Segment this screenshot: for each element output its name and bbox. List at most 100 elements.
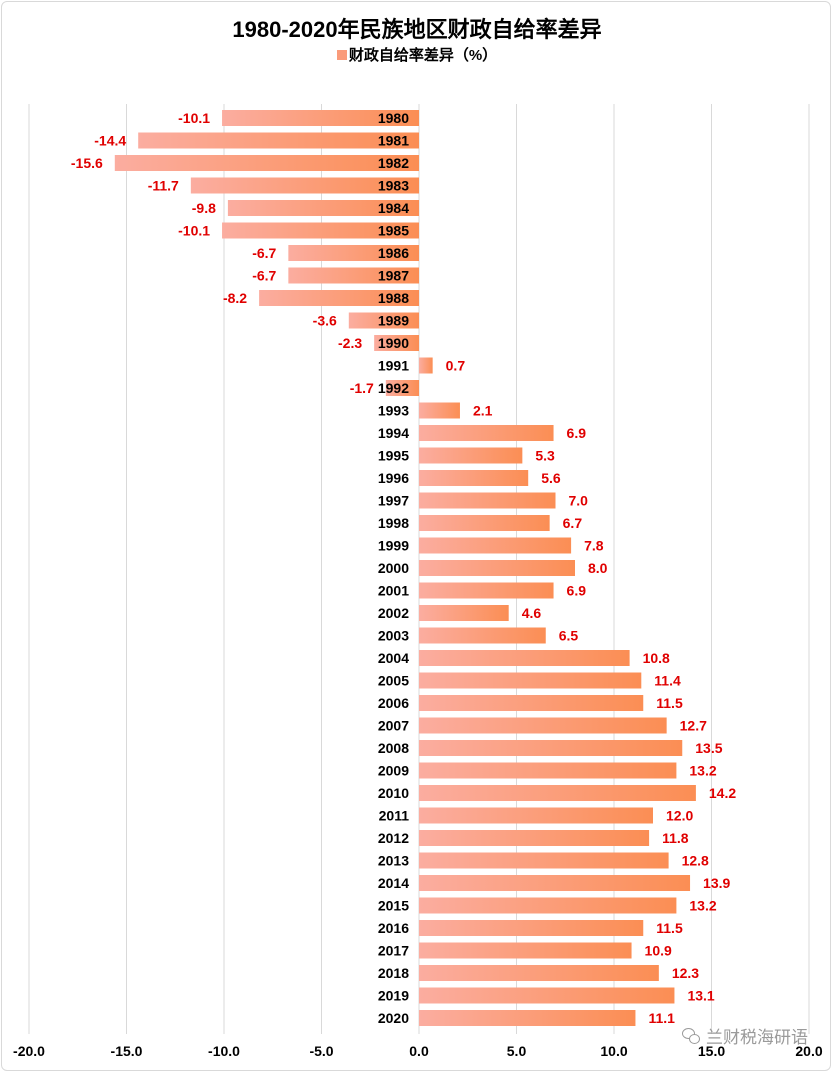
- category-label: 1997: [378, 493, 409, 509]
- bar: [419, 920, 644, 936]
- bar: [227, 200, 419, 216]
- category-label: 2013: [378, 853, 409, 869]
- value-label: -1.7: [350, 380, 374, 396]
- bar: [114, 155, 420, 171]
- x-tick-label: 15.0: [698, 1043, 725, 1059]
- category-label: 2007: [378, 718, 409, 734]
- category-label: 1984: [378, 200, 409, 216]
- value-label: -8.2: [223, 290, 247, 306]
- category-label: 2003: [378, 628, 409, 644]
- bar: [419, 357, 433, 374]
- value-label: 12.3: [672, 965, 699, 981]
- category-label: 2006: [378, 695, 409, 711]
- x-tick-label: 5.0: [507, 1043, 527, 1059]
- category-label: 2018: [378, 965, 409, 981]
- value-label: 13.5: [695, 740, 722, 756]
- value-label: 11.8: [662, 830, 689, 846]
- value-label: 12.8: [682, 853, 709, 869]
- value-label: 7.0: [569, 493, 589, 509]
- bar: [419, 875, 691, 891]
- bar: [419, 447, 523, 464]
- bar: [419, 425, 554, 441]
- category-label: 1982: [378, 155, 409, 171]
- value-label: -6.7: [252, 245, 276, 261]
- bar: [222, 110, 419, 126]
- chart-legend: 财政自给率差异（%）: [0, 44, 834, 65]
- category-label: 2016: [378, 920, 409, 936]
- category-label: 1983: [378, 178, 409, 194]
- x-tick-label: -20.0: [13, 1043, 45, 1059]
- value-label: 12.7: [680, 718, 707, 734]
- category-label: 1990: [378, 335, 409, 351]
- value-label: 13.9: [703, 875, 730, 891]
- value-label: -2.3: [338, 335, 362, 351]
- category-label: 1999: [378, 538, 409, 554]
- value-label: 11.4: [654, 673, 681, 689]
- bar: [385, 380, 419, 396]
- value-label: 2.1: [473, 403, 493, 419]
- wechat-icon: [682, 1027, 700, 1044]
- value-label: 0.7: [446, 358, 466, 374]
- bar: [419, 897, 677, 914]
- value-label: -11.7: [148, 178, 179, 194]
- bar: [419, 402, 460, 419]
- value-label: -10.1: [178, 223, 210, 239]
- bar: [419, 852, 669, 869]
- category-label: 1980: [378, 110, 409, 126]
- watermark-text: 兰财税海研语: [706, 1028, 808, 1047]
- value-label: -10.1: [178, 110, 210, 126]
- bar: [419, 560, 575, 576]
- category-label: 2004: [378, 650, 409, 666]
- category-label: 1995: [378, 448, 409, 464]
- x-axis-tick-labels: -20.0 -15.0 -10.0 -5.0 0.0 5.0 10.0 15.0 20.0: [13, 1043, 823, 1059]
- bar: [419, 965, 659, 981]
- bar: [419, 582, 554, 599]
- x-tick-label: 20.0: [795, 1043, 822, 1059]
- value-label: 11.5: [656, 920, 683, 936]
- value-label: -9.8: [192, 200, 216, 216]
- bar: [348, 312, 419, 329]
- value-label: 6.7: [563, 515, 583, 531]
- category-label: 2017: [378, 943, 409, 959]
- x-tick-label: 0.0: [409, 1043, 429, 1059]
- bar: [419, 785, 696, 801]
- category-label: 2008: [378, 740, 409, 756]
- chart-title: 1980-2020年民族地区财政自给率差异: [232, 17, 602, 42]
- category-label: 1996: [378, 470, 409, 486]
- category-label: 2019: [378, 988, 409, 1004]
- value-label: 14.2: [709, 785, 736, 801]
- category-label: 1993: [378, 403, 409, 419]
- category-label: 1998: [378, 515, 409, 531]
- bars: [114, 110, 696, 1026]
- bar: [419, 695, 644, 711]
- bar: [419, 470, 529, 486]
- category-label: 2002: [378, 605, 409, 621]
- category-label: 1991: [378, 358, 409, 374]
- category-label: 2020: [378, 1010, 409, 1026]
- value-label: 6.9: [567, 583, 587, 599]
- category-label: 1987: [378, 268, 409, 284]
- category-label: 2010: [378, 785, 409, 801]
- value-label: 6.5: [559, 628, 579, 644]
- category-label: 2012: [378, 830, 409, 846]
- bar: [419, 830, 650, 846]
- legend-label: 财政自给率差异（%）: [348, 47, 498, 64]
- value-labels: -10.1 -14.4 -15.6 -11.7 -9.8 -10.1 -6.7 -6.7 -8.…: [71, 110, 736, 1026]
- category-label: 1986: [378, 245, 409, 261]
- category-label: 2009: [378, 763, 409, 779]
- bar: [419, 807, 653, 824]
- value-label: 5.6: [541, 470, 561, 486]
- value-label: 7.8: [584, 538, 604, 554]
- category-label: 1981: [378, 133, 409, 149]
- value-label: 10.9: [645, 943, 672, 959]
- category-label: 1985: [378, 223, 409, 239]
- bar: [419, 650, 630, 666]
- value-label: 10.8: [643, 650, 670, 666]
- value-label: 12.0: [666, 808, 693, 824]
- value-label: -15.6: [71, 155, 103, 171]
- x-tick-label: -15.0: [111, 1043, 143, 1059]
- bar: [419, 717, 667, 734]
- legend-swatch: [336, 50, 347, 60]
- category-label: 2015: [378, 898, 409, 914]
- category-label: 1989: [378, 313, 409, 329]
